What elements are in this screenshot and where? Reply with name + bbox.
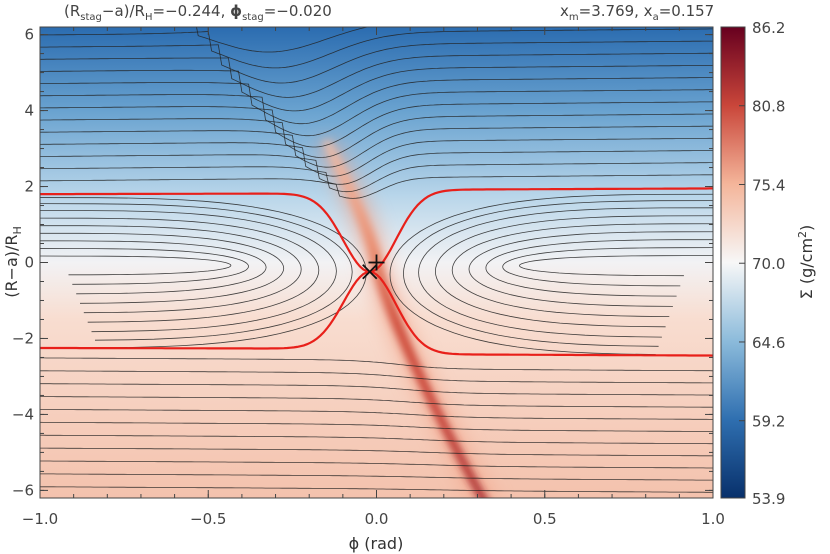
colorbar-tick-label: 80.8	[752, 98, 785, 116]
x-axis-label: ϕ (rad)	[349, 534, 404, 553]
passing-streamline-upper	[40, 174, 713, 199]
horseshoe-streamline-left	[40, 217, 320, 323]
horseshoe-streamline-left	[40, 225, 302, 314]
passing-streamline-lower	[40, 396, 713, 408]
horseshoe-streamline-right	[485, 239, 713, 297]
passing-streamline-upper	[40, 137, 713, 177]
passing-streamline-lower	[40, 434, 713, 445]
passing-streamline-lower	[40, 460, 713, 469]
passing-streamline-lower	[40, 383, 713, 396]
y-tick-label: 4	[24, 102, 34, 120]
separatrix-lines	[40, 187, 713, 357]
x-tick-label: −1.0	[22, 510, 58, 528]
y-tick-label: 6	[24, 26, 34, 44]
passing-streamline-upper	[40, 77, 713, 125]
horseshoe-streamline-right	[434, 215, 713, 328]
colorbar-tick-label: 70.0	[752, 255, 785, 273]
x-tick-label: −0.5	[190, 510, 226, 528]
passing-streamline-upper	[40, 162, 713, 193]
passing-streamline-lower	[40, 357, 713, 372]
passing-streamline-lower	[40, 409, 713, 420]
horseshoe-streamline-right	[468, 231, 713, 307]
passing-streamline-upper	[40, 113, 713, 158]
y-tick-label: −4	[12, 405, 34, 423]
colorbar-tick-label: 53.9	[752, 490, 785, 508]
passing-streamline-lower	[40, 473, 713, 481]
separatrix-upper-right	[369, 187, 713, 273]
horseshoe-streamline-left	[40, 232, 285, 304]
passing-streamline-upper	[40, 89, 713, 137]
horseshoe-streamline-right	[418, 207, 713, 338]
colorbar-ticks: 53.9 59.2 64.6 70.0 75.4 80.8 86.2	[739, 19, 785, 508]
y-tick-label: 0	[24, 254, 34, 272]
colorbar-tick-label: 86.2	[752, 19, 785, 37]
position-readout: xm=3.769, xa=0.157	[560, 2, 715, 23]
colorbar-label: Σ (g/cm2)	[796, 225, 816, 300]
horseshoe-streamline-right	[502, 247, 713, 287]
horseshoe-streamline-left	[40, 203, 353, 341]
horseshoe-streamline-left	[40, 210, 337, 333]
passing-streamline-lower	[40, 421, 713, 432]
y-axis-ticks: −6 −4 −2 0 2 4 6	[12, 26, 713, 499]
passing-streamline-upper	[40, 101, 713, 148]
y-tick-label: −2	[12, 329, 34, 347]
passing-streamline-upper	[40, 28, 713, 69]
passing-streamline-upper	[40, 125, 713, 168]
colorbar-tick-label: 75.4	[752, 176, 785, 194]
y-tick-label: 2	[24, 178, 34, 196]
density-ridge	[322, 141, 487, 498]
streamlines	[33, 27, 719, 505]
y-tick-label: −6	[12, 481, 34, 499]
separatrix-lower-right	[369, 270, 713, 357]
colorbar-tick-label: 59.2	[752, 413, 785, 431]
stagnation-point-marker	[362, 264, 378, 280]
x-axis-ticks: −1.0 −0.5 0.0 0.5 1.0	[22, 27, 725, 528]
horseshoe-streamline-right	[519, 255, 713, 277]
horseshoe-streamline-right	[451, 223, 713, 317]
markers	[362, 254, 385, 280]
passing-streamline-lower	[40, 370, 713, 384]
passing-streamline-upper	[40, 40, 713, 84]
horseshoe-streamline-left	[40, 255, 232, 276]
horseshoe-streamline-left	[40, 248, 249, 285]
x-tick-label: 0.5	[533, 510, 557, 528]
colorbar-tick-label: 64.6	[752, 334, 785, 352]
passing-streamline-upper	[40, 64, 713, 112]
y-axis-label: (R−a)/RH	[2, 226, 24, 298]
passing-streamline-upper	[40, 52, 713, 98]
passing-streamline-lower	[40, 447, 713, 457]
passing-streamline-upper	[40, 150, 713, 185]
x-tick-label: 0.0	[365, 510, 389, 528]
horseshoe-streamline-left	[40, 240, 267, 295]
horseshoe-streamline-right	[389, 193, 713, 355]
x-tick-label: 1.0	[701, 510, 725, 528]
separatrix-upper-left	[40, 192, 371, 273]
passing-streamline-lower	[40, 486, 713, 493]
colorbar	[720, 26, 746, 499]
horseshoe-streamline-right	[402, 200, 713, 347]
stagnation-readout: (Rstag−a)/RH=−0.244, ϕstag=−0.020	[64, 2, 332, 23]
passing-streamline-lower	[33, 500, 719, 505]
separatrix-lower-left	[40, 270, 370, 350]
